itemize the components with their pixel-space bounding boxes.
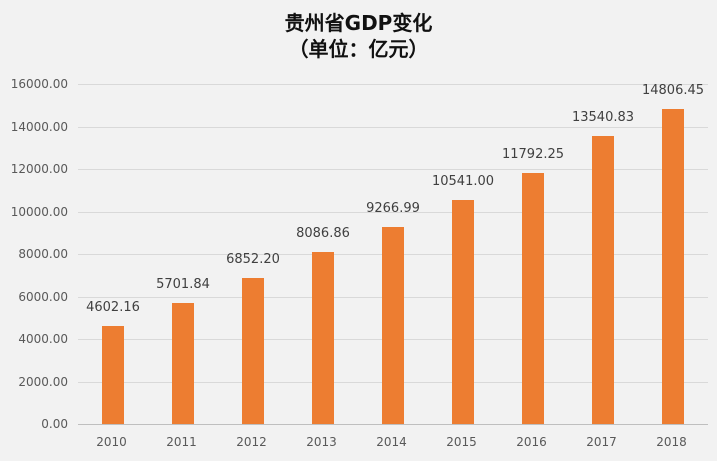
x-tick-label: 2011 <box>166 435 197 449</box>
bar-2011 <box>172 302 194 424</box>
bar-2016 <box>522 173 544 424</box>
data-label: 4602.16 <box>86 300 140 316</box>
y-tick-label: 8000.00 <box>18 247 68 261</box>
data-label: 10541.00 <box>431 174 495 189</box>
data-label: 14806.45 <box>641 83 705 99</box>
gridline <box>78 126 708 128</box>
y-tick-label: 2000.00 <box>18 374 68 389</box>
data-label: 11792.25 <box>501 147 565 163</box>
x-tick-label: 2012 <box>236 435 267 449</box>
gridline <box>78 169 708 170</box>
x-tick-label: 2017 <box>586 435 617 449</box>
y-tick-label: 10000.00 <box>10 204 68 219</box>
y-tick-label: 16000.00 <box>10 77 68 91</box>
bar-2013 <box>312 252 334 424</box>
data-label: 5701.84 <box>156 276 210 292</box>
y-tick-label: 6000.00 <box>18 289 68 304</box>
y-tick-label: 4000.00 <box>18 332 68 346</box>
bar-2017 <box>592 136 614 424</box>
data-label: 8086.86 <box>296 226 350 242</box>
bar-2015 <box>452 200 474 424</box>
x-axis-line <box>78 424 708 425</box>
chart-title-line2: （单位：亿元） <box>288 37 429 61</box>
x-tick-label: 2014 <box>376 435 407 449</box>
data-label: 6852.20 <box>226 252 280 268</box>
gridline <box>78 84 708 85</box>
bar-2012 <box>242 278 264 424</box>
y-tick-label: 14000.00 <box>10 119 68 134</box>
gridline <box>78 211 708 213</box>
x-tick-label: 2010 <box>96 435 127 449</box>
x-tick-label: 2018 <box>656 435 687 449</box>
bar-2010 <box>102 326 124 424</box>
bar-2014 <box>382 227 404 424</box>
y-tick-label: 0.00 <box>41 417 68 431</box>
x-tick-label: 2015 <box>446 435 477 449</box>
chart-title-line1: 贵州省GDP变化 <box>284 11 433 35</box>
data-label: 9266.99 <box>366 201 420 217</box>
x-tick-label: 2013 <box>306 435 337 449</box>
bar-2018 <box>662 109 684 424</box>
data-label: 13540.83 <box>571 110 635 126</box>
x-tick-label: 2016 <box>516 435 547 449</box>
y-tick-label: 12000.00 <box>10 162 68 176</box>
